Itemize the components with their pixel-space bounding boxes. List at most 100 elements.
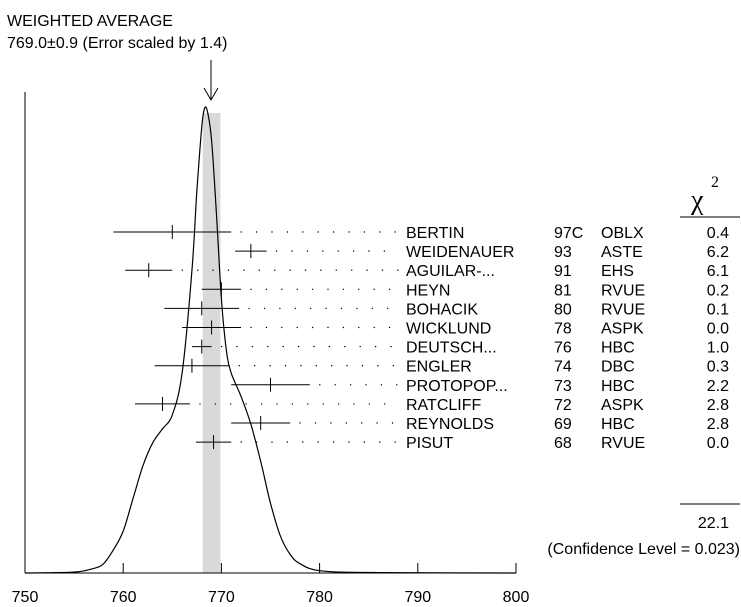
measurement-name: RATCLIFF — [406, 397, 481, 414]
measurement-year: 76 — [554, 340, 572, 357]
leader-dot — [289, 269, 291, 271]
x-tick-label: 770 — [208, 589, 235, 606]
measurement-chi2: 6.1 — [707, 263, 729, 280]
leader-dot — [197, 269, 199, 271]
measurement-year: 81 — [554, 282, 572, 299]
leader-dot — [274, 269, 276, 271]
leader-dot — [279, 307, 281, 310]
leader-dot — [327, 326, 329, 329]
x-tick-label: 750 — [12, 589, 39, 606]
measurement-chi2: 6.2 — [707, 244, 729, 261]
measurement-name: ENGLER — [406, 359, 472, 376]
measurement-year: 80 — [554, 301, 572, 318]
leader-dot — [296, 288, 298, 290]
leader-dot — [373, 326, 375, 329]
leader-dot — [371, 307, 373, 310]
measurement-technique: HBC — [601, 416, 635, 433]
leader-dot — [334, 384, 336, 386]
leader-dot — [390, 345, 392, 348]
leader-dot — [388, 326, 391, 329]
leader-dot — [368, 403, 371, 405]
leader-dot — [212, 269, 214, 271]
measurement-chi2: 2.8 — [707, 397, 729, 414]
measurement-technique: RVUE — [601, 301, 645, 318]
leader-dot — [356, 307, 358, 310]
leader-dot — [340, 307, 343, 310]
leader-dot — [275, 250, 278, 252]
leader-dot — [307, 403, 309, 405]
leader-dot — [373, 288, 375, 290]
leader-dot — [302, 231, 304, 233]
measurement-year: 68 — [554, 435, 572, 452]
leader-dot — [394, 231, 396, 233]
leader-dot — [396, 384, 398, 386]
leader-dot — [383, 250, 386, 252]
leader-dot — [299, 422, 301, 424]
leader-dot — [248, 307, 250, 310]
leader-dot — [276, 403, 278, 405]
measurement-chi2: 0.3 — [707, 359, 729, 376]
measurement-chi2: 1.0 — [707, 340, 729, 357]
leader-dot — [330, 422, 332, 424]
leader-dot — [391, 422, 394, 424]
measurement-technique: RVUE — [601, 435, 645, 452]
measurement-technique: RVUE — [601, 282, 645, 299]
leader-dot — [353, 403, 355, 405]
measurement-technique: OBLX — [601, 225, 644, 242]
measurement-technique: HBC — [601, 378, 635, 395]
leader-dot — [348, 231, 350, 233]
leader-dot — [361, 422, 363, 424]
leader-dot — [342, 288, 345, 290]
weighted-average-band — [202, 113, 221, 573]
measurement-year: 73 — [554, 378, 572, 395]
leader-dot — [284, 365, 287, 367]
chart-title: WEIGHTED AVERAGE — [7, 13, 173, 30]
leader-dot — [368, 250, 370, 252]
leader-dot — [240, 441, 242, 443]
measurement-chi2: 0.0 — [707, 435, 729, 452]
leader-dot — [313, 345, 315, 348]
x-tick-label: 760 — [110, 589, 137, 606]
measurement-name: PISUT — [406, 435, 453, 452]
leader-dot — [359, 345, 361, 348]
leader-dot — [214, 403, 217, 405]
leader-dot — [392, 365, 394, 367]
leader-dot — [317, 231, 319, 233]
leader-dot — [349, 384, 352, 386]
measurement-year: 78 — [554, 321, 572, 338]
leader-dot — [250, 326, 252, 329]
leader-dot — [381, 269, 384, 271]
leader-dot — [337, 250, 339, 252]
leader-dot — [282, 345, 284, 348]
leader-dot — [220, 345, 223, 348]
leader-dot — [265, 288, 268, 290]
ideogram-curve — [24, 106, 517, 574]
leader-dot — [348, 441, 350, 443]
chi2-exponent: 2 — [711, 174, 719, 191]
leader-dot — [332, 441, 335, 443]
measurement-name: WICKLUND — [406, 321, 491, 338]
leader-dot — [255, 441, 258, 443]
leader-dot — [319, 384, 321, 386]
measurement-chi2: 0.0 — [707, 321, 729, 338]
leader-dot — [379, 231, 381, 233]
leader-dot — [376, 422, 378, 424]
leader-dot — [363, 441, 366, 443]
leader-dot — [251, 345, 254, 348]
leader-dot — [291, 403, 294, 405]
leader-dot — [366, 269, 368, 271]
leader-dot — [322, 403, 324, 405]
leader-dot — [314, 422, 317, 424]
measurement-name: DEUTSCH... — [406, 340, 497, 357]
leader-dot — [351, 269, 353, 271]
leader-dot — [296, 326, 298, 329]
measurement-year: 72 — [554, 397, 572, 414]
leader-dot — [263, 307, 266, 310]
measurement-name: BOHACIK — [406, 301, 478, 318]
measurement-name: PROTOPOP... — [406, 378, 508, 395]
leader-dot — [363, 231, 366, 233]
leader-dot — [286, 231, 289, 233]
measurement-chi2: 2.2 — [707, 378, 729, 395]
leader-dot — [387, 307, 389, 310]
